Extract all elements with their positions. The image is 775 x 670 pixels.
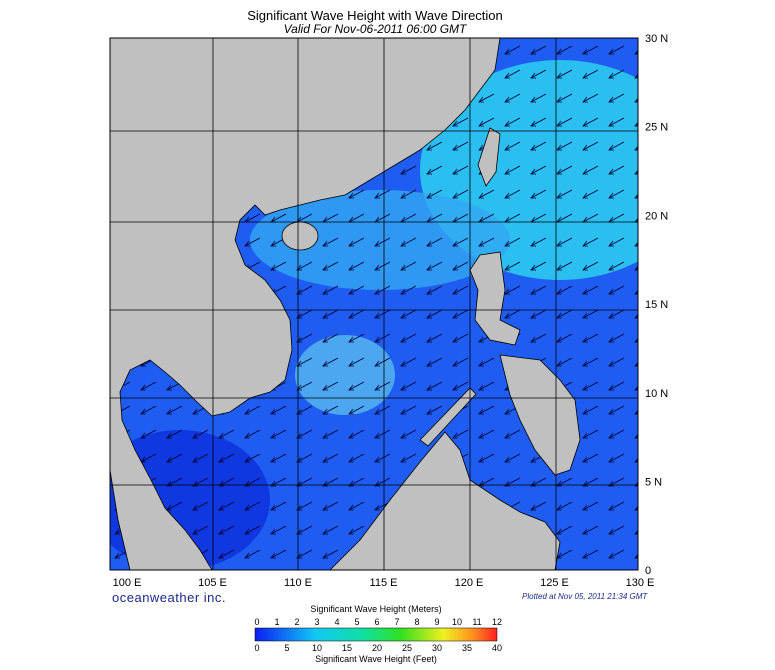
lon-label: 115 E [370,577,398,589]
brand: oceanweather inc. [112,590,226,605]
meters-tick-label: 1 [274,617,279,627]
lat-label: 25 N [645,122,668,134]
lat-label: 0 [645,565,651,577]
plotted-time: Plotted at Nov 05, 2011 21:34 GMT [522,592,648,601]
meters-tick-label: 11 [472,617,481,627]
lon-label: 105 E [198,577,227,589]
meters-tick-label: 9 [434,617,439,627]
feet-tick-label: 25 [402,643,412,653]
map-frame [109,37,639,571]
meters-tick-label: 12 [492,617,502,627]
feet-tick-label: 0 [254,643,259,653]
meters-tick-label: 5 [354,617,359,627]
meters-tick-label: 7 [394,617,399,627]
lat-label: 15 N [645,299,668,311]
lon-label: 110 E [284,577,312,589]
map [110,38,638,570]
meters-tick-label: 6 [374,617,379,627]
feet-tick-label: 30 [432,643,442,653]
lon-label: 100 E [113,577,142,589]
meters-tick-label: 10 [452,617,462,627]
feet-tick-label: 10 [312,643,322,653]
colorbar [254,627,498,642]
lat-labels: 30 N 25 N 20 N 15 N 10 N 5 N 0 [645,33,668,577]
colorbar-ticks: 0 1 2 3 4 5 6 7 8 9 10 11 120 5 10 15 20 25 30 35 40 [254,617,502,653]
lat-label: 30 N [645,33,668,45]
lat-label: 5 N [645,477,662,489]
meters-tick-label: 0 [254,617,259,627]
lon-labels: 100 E 105 E 110 E 115 E 120 E 125 E 130 E [113,577,655,589]
land [110,38,581,570]
feet-tick-label: 20 [372,643,382,653]
colorbar-title: Significant Wave Height (Meters) [310,604,441,614]
subtitle: Valid For Nov-06-2011 06:00 GMT [284,22,468,36]
meters-tick-label: 3 [314,617,319,627]
lon-label: 130 E [626,577,655,589]
meters-tick-label: 4 [334,617,339,627]
feet-tick-label: 35 [462,643,472,653]
grid [110,38,638,570]
colorbar-feet-title: Significant Wave Height (Feet) [315,654,437,664]
title: Significant Wave Height with Wave Direct… [247,8,503,23]
lat-label: 10 N [645,388,668,400]
lat-label: 20 N [645,210,668,222]
feet-tick-label: 15 [342,643,352,653]
lon-label: 125 E [540,577,569,589]
meters-tick-label: 8 [414,617,419,627]
lon-label: 120 E [455,577,484,589]
feet-tick-label: 40 [492,643,502,653]
meters-tick-label: 2 [294,617,299,627]
feet-tick-label: 5 [284,643,289,653]
